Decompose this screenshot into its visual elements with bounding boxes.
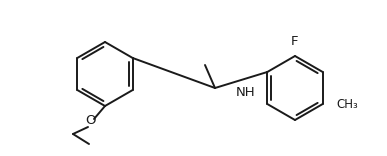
Text: O: O bbox=[86, 115, 96, 127]
Text: F: F bbox=[291, 35, 299, 48]
Text: NH: NH bbox=[235, 86, 255, 99]
Text: CH₃: CH₃ bbox=[337, 98, 358, 110]
